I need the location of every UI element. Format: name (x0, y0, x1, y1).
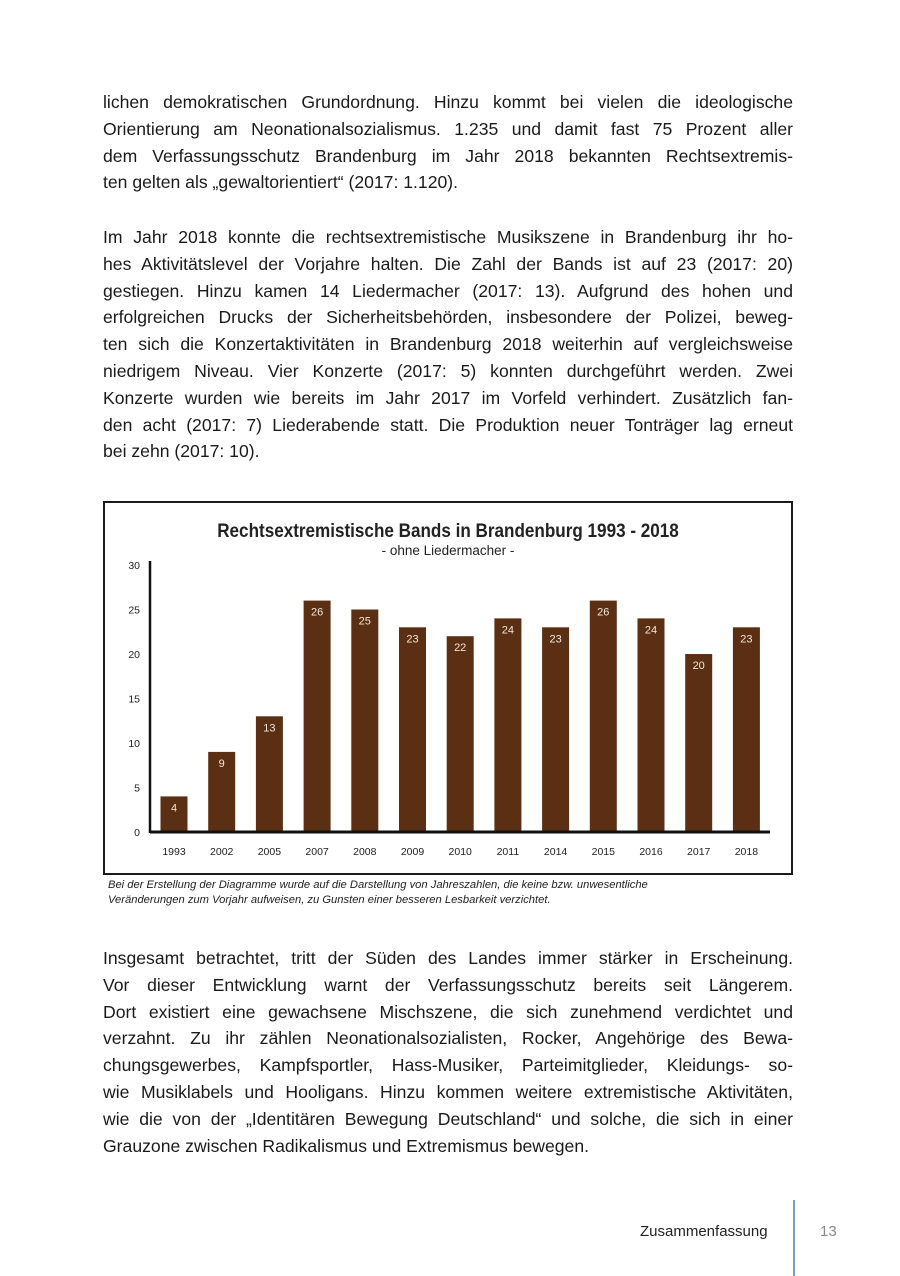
y-tick-label: 0 (134, 827, 140, 839)
y-tick-label: 5 (134, 783, 140, 795)
data-label: 4 (171, 802, 177, 814)
data-label: 26 (597, 607, 609, 619)
x-tick-label: 2015 (592, 846, 616, 858)
x-tick-label: 2010 (449, 846, 473, 858)
text-line: Insgesamt betrachtet, tritt der Süden de… (103, 948, 793, 968)
text-line: bei zehn (2017: 10). (103, 441, 260, 462)
data-label: 23 (740, 633, 752, 645)
x-tick-label: 2005 (258, 846, 282, 858)
text-line: Orientierung am Neonationalsozialismus. … (103, 118, 793, 139)
data-label: 20 (693, 660, 705, 672)
paragraph-1: lichen demokratischen Grundordnung. Hinz… (103, 89, 793, 196)
text-line: Konzerte wurden wie bereits im Jahr 2017… (103, 387, 793, 408)
text-line: den acht (2017: 7) Liederabende statt. D… (103, 414, 793, 435)
data-label: 13 (263, 722, 275, 734)
text-line: Im Jahr 2018 konnte die rechtsextremisti… (103, 227, 793, 247)
x-tick-label: 2017 (687, 846, 711, 858)
caption-line-1: Bei der Erstellung der Diagramme wurde a… (108, 879, 648, 891)
text-line: gestiegen. Hinzu kamen 14 Liedermacher (… (103, 280, 793, 301)
y-tick-label: 10 (128, 738, 140, 750)
bar-2009 (399, 627, 426, 832)
bar-2014 (542, 627, 570, 832)
text-line: hes Aktivitätslevel der Vorjahre halten.… (103, 253, 793, 274)
text-line: dem Verfassungsschutz Brandenburg im Jah… (103, 145, 793, 166)
text-line: erfolgreichen Drucks der Sicherheitsbehö… (103, 307, 793, 328)
x-tick-label: 2011 (497, 846, 520, 858)
data-label: 24 (502, 624, 514, 636)
bar-2005 (255, 716, 283, 832)
chart-title: Rechtsextremistische Bands in Brandenbur… (217, 520, 679, 541)
x-tick-label: 2002 (210, 846, 234, 858)
y-tick-label: 25 (128, 605, 140, 617)
y-tick-label: 30 (128, 560, 140, 572)
page-number: 13 (820, 1223, 837, 1240)
chart-svg: Rechtsextremistische Bands in Brandenbur… (128, 520, 770, 858)
x-tick-label: 2014 (544, 846, 568, 858)
data-label: 23 (406, 633, 418, 645)
bar-2011 (494, 618, 522, 832)
bar-2018 (732, 627, 760, 832)
bar-2017 (685, 654, 713, 832)
text-line: ten sich die Konzertaktivitäten in Brand… (103, 334, 793, 355)
data-label: 23 (549, 633, 561, 645)
bar-2016 (637, 618, 665, 832)
text-line: wie Musiklabels und Hooligans. Hinzu kom… (103, 1081, 793, 1102)
x-tick-label: 2007 (305, 846, 329, 858)
data-label: 24 (645, 624, 657, 636)
text-line: chungsgewerbes, Kampfsportler, Hass-Musi… (103, 1055, 793, 1076)
footer-section-title: Zusammenfassung (640, 1223, 768, 1240)
text-line: Grauzone zwischen Radikalismus und Extre… (103, 1135, 590, 1156)
bar-2010 (446, 636, 474, 832)
x-tick-label: 2018 (735, 846, 759, 858)
data-label: 22 (454, 642, 466, 654)
x-tick-label: 2009 (401, 846, 425, 858)
footer-divider (793, 1200, 795, 1276)
chart-caption: Bei der Erstellung der Diagramme wurde a… (108, 878, 648, 908)
bar-2015 (589, 600, 617, 832)
x-tick-label: 1993 (162, 846, 186, 858)
text-line: ten gelten als „gewaltorientiert“ (2017:… (103, 172, 459, 193)
data-label: 26 (311, 607, 323, 619)
text-line: niedrigem Niveau. Vier Konzerte (2017: 5… (103, 360, 793, 381)
paragraph-3: Insgesamt betrachtet, tritt der Süden de… (103, 945, 793, 1159)
bar-1993 (160, 796, 188, 832)
paragraph-2: Im Jahr 2018 konnte die rechtsextremisti… (103, 224, 793, 465)
data-label: 25 (359, 616, 371, 628)
text-line: lichen demokratischen Grundordnung. Hinz… (103, 92, 793, 112)
y-tick-label: 15 (128, 694, 140, 706)
text-line: wie die von der „Identitären Bewegung De… (103, 1108, 793, 1129)
y-tick-label: 20 (128, 649, 140, 661)
text-line: Vor dieser Entwicklung warnt der Verfass… (103, 974, 793, 995)
data-label: 9 (219, 758, 225, 770)
caption-line-2: Veränderungen zum Vorjahr aufweisen, zu … (108, 894, 551, 906)
bar-2008 (351, 609, 379, 832)
bar-2007 (303, 600, 331, 832)
text-line: Dort existiert eine gewachsene Mischszen… (103, 1001, 793, 1022)
x-tick-label: 2008 (353, 846, 377, 858)
text-line: verzahnt. Zu ihr zählen Neonationalsozia… (103, 1028, 793, 1049)
bar-2002 (208, 751, 236, 832)
x-tick-label: 2016 (639, 846, 663, 858)
chart-subtitle: - ohne Liedermacher - (382, 543, 515, 558)
bar-chart: Rechtsextremistische Bands in Brandenbur… (103, 501, 793, 875)
